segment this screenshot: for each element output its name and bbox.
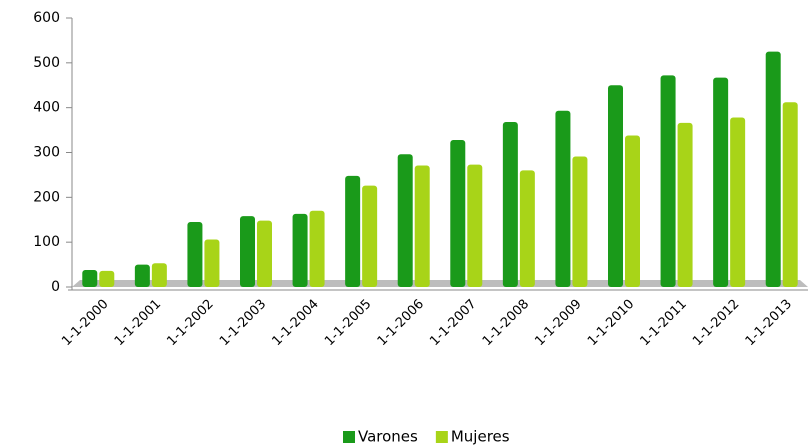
bar (608, 85, 623, 287)
bar (204, 239, 220, 287)
y-tick-label: 200 (33, 189, 60, 205)
x-tick-label: 1-1-2004 (270, 297, 322, 349)
x-tick-label: 1-1-2013 (743, 297, 795, 349)
floor (72, 280, 808, 287)
x-tick-label: 1-1-2003 (217, 297, 269, 349)
bar (309, 210, 325, 287)
x-tick-label: 1-1-2007 (427, 297, 479, 349)
bar (82, 269, 98, 287)
bar (450, 139, 466, 287)
bar (713, 77, 729, 288)
x-tick-label: 1-1-2012 (690, 297, 742, 349)
x-tick-label: 1-1-2001 (112, 297, 164, 349)
bar (257, 220, 272, 287)
x-tick-label: 1-1-2006 (375, 297, 427, 349)
legend-label: Varones (358, 428, 418, 445)
legend-label: Mujeres (451, 428, 510, 445)
bar (151, 263, 167, 287)
x-tick-label: 1-1-2010 (585, 297, 637, 349)
y-tick-label: 500 (33, 55, 60, 71)
bar (187, 221, 203, 287)
bar (414, 165, 430, 287)
bar (292, 213, 308, 287)
x-tick-label: 1-1-2000 (59, 297, 111, 349)
bar (677, 122, 693, 287)
bar (240, 216, 255, 287)
bar (99, 270, 115, 287)
x-tick-label: 1-1-2008 (480, 297, 532, 349)
bar (660, 75, 676, 288)
y-tick-label: 0 (51, 279, 60, 295)
legend-swatch (343, 431, 355, 443)
bar (134, 264, 150, 287)
bar (625, 135, 640, 287)
bar (397, 154, 413, 287)
bar (345, 175, 361, 287)
bar (362, 185, 378, 287)
legend-swatch (435, 431, 448, 443)
bar (572, 156, 588, 287)
bar (519, 170, 535, 287)
y-tick-label: 100 (33, 234, 60, 250)
bar (467, 164, 483, 287)
y-tick-label: 300 (33, 145, 60, 161)
bar (555, 110, 571, 288)
bar (765, 51, 781, 287)
x-tick-label: 1-1-2011 (638, 297, 690, 349)
bar (730, 117, 746, 287)
x-tick-label: 1-1-2002 (164, 297, 216, 349)
x-tick-label: 1-1-2005 (322, 297, 374, 349)
y-tick-label: 400 (33, 100, 60, 116)
bar (782, 102, 798, 287)
bar (502, 122, 518, 287)
x-tick-label: 1-1-2009 (532, 297, 584, 349)
y-tick-label: 600 (33, 10, 60, 26)
